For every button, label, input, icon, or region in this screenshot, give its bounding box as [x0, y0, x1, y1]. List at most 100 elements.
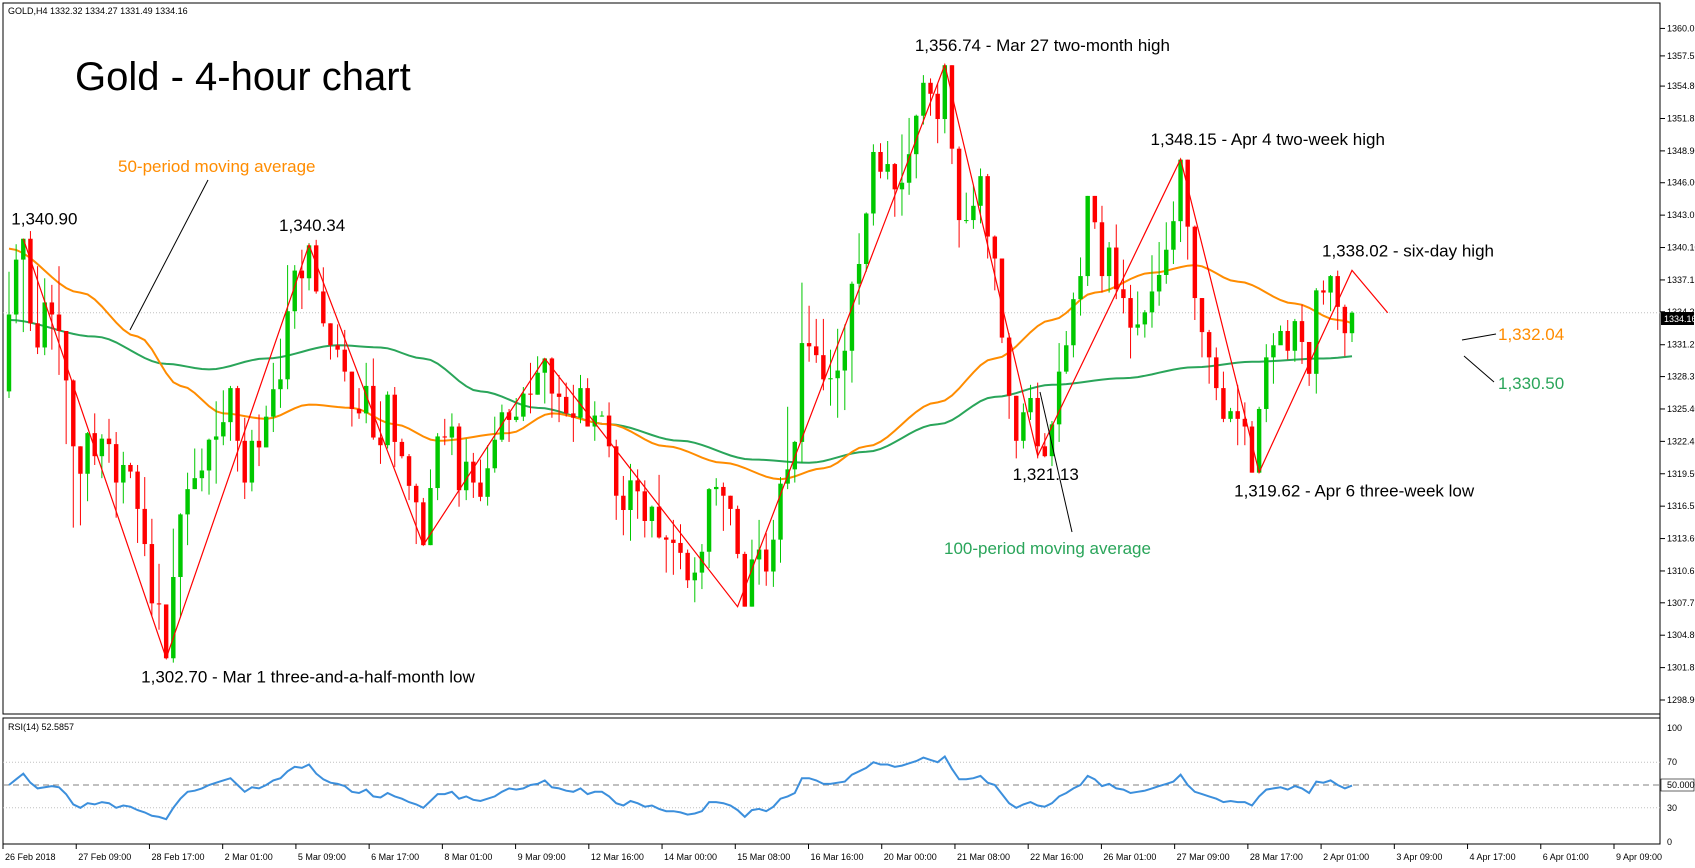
candle-body	[513, 416, 519, 420]
candle	[299, 249, 305, 310]
candle-body	[278, 379, 283, 390]
candle-body	[1192, 226, 1198, 299]
candle-body	[978, 176, 983, 206]
candle-body	[506, 412, 512, 420]
candle-body	[271, 389, 276, 417]
candle-body	[499, 412, 505, 440]
candle-body	[721, 486, 726, 496]
candle-body	[156, 603, 162, 605]
rsi-header: RSI(14) 52.5857	[8, 722, 74, 732]
candle	[871, 144, 876, 226]
candle-body	[814, 346, 819, 356]
ma50-layer	[8, 247, 1353, 481]
candle-body	[1328, 276, 1333, 293]
candle-body	[292, 270, 297, 312]
price-annotation: 1,302.70 - Mar 1 three-and-a-half-month …	[141, 667, 475, 686]
candle-body	[449, 426, 455, 438]
candle-body	[1228, 411, 1233, 419]
candle	[756, 519, 762, 585]
ma100-value-pointer	[1463, 355, 1495, 383]
candle	[1328, 274, 1333, 312]
candle	[1128, 284, 1133, 359]
candle	[135, 464, 140, 543]
candle-body	[578, 388, 583, 418]
candle-body	[399, 441, 405, 457]
candle	[406, 453, 412, 501]
candle-body	[1349, 312, 1355, 334]
candle-body	[13, 259, 19, 315]
candle-body	[1306, 341, 1312, 374]
time-tick-label: 9 Mar 09:00	[518, 852, 566, 862]
time-tick-label: 6 Mar 17:00	[371, 852, 419, 862]
candle-body	[85, 433, 90, 474]
candle	[1042, 433, 1048, 458]
candle-body	[1085, 195, 1090, 277]
candle	[456, 423, 462, 507]
candle-body	[1006, 337, 1012, 396]
chart-header: GOLD,H4 1332.32 1334.27 1331.49 1334.16	[8, 6, 188, 16]
candle	[78, 446, 83, 526]
candle-body	[492, 439, 497, 469]
candle	[192, 448, 197, 490]
candle	[1078, 257, 1083, 316]
time-tick-label: 28 Feb 17:00	[151, 852, 204, 862]
candle-body	[842, 350, 848, 371]
candle-body	[142, 508, 147, 545]
candle-body	[306, 245, 312, 279]
candle-body	[714, 486, 719, 490]
candle	[478, 459, 483, 502]
candle-body	[1292, 321, 1298, 351]
candle-body	[385, 394, 390, 446]
candle-body	[163, 604, 169, 659]
candle	[956, 146, 962, 248]
candle-body	[749, 559, 755, 607]
candle	[256, 414, 262, 467]
candle-body	[942, 65, 948, 120]
candle-body	[185, 489, 190, 515]
candle	[428, 469, 433, 546]
time-tick-label: 2 Apr 01:00	[1323, 852, 1369, 862]
candle	[142, 477, 147, 557]
candle	[199, 448, 205, 492]
candle-body	[435, 436, 440, 489]
candle-body	[471, 461, 476, 483]
candle-body	[542, 358, 547, 373]
candle	[628, 463, 633, 541]
candle	[1014, 395, 1019, 459]
ma100-name-label: 100-period moving average	[944, 539, 1151, 558]
candle-body	[1235, 411, 1240, 419]
candle-body	[421, 502, 426, 546]
candle-body	[313, 245, 319, 292]
candle-body	[621, 495, 626, 511]
price-tick-label: 1313.60	[1667, 534, 1695, 544]
time-tick-label: 6 Apr 01:00	[1543, 852, 1589, 862]
candle	[814, 318, 819, 363]
candle	[42, 278, 47, 356]
candle-body	[321, 291, 326, 324]
candle	[728, 495, 733, 526]
price-axis-ticks: 1360.05 1357.55 1354.80 1351.85 1348.90 1346.…	[1660, 23, 1695, 705]
candle-body	[1149, 291, 1155, 313]
candle-body	[1121, 289, 1126, 299]
candle-body	[556, 393, 562, 397]
candle	[942, 65, 948, 134]
price-annotation: 1,340.34	[279, 216, 345, 235]
candle	[606, 402, 612, 458]
price-annotation: 1,321.13	[1013, 465, 1079, 484]
candle-body	[1342, 306, 1348, 334]
candle-body	[849, 283, 855, 351]
candle	[435, 433, 440, 501]
price-annotation: 1,319.62 - Apr 6 three-week low	[1234, 481, 1475, 500]
candle-body	[892, 164, 898, 190]
candle	[178, 513, 183, 618]
candle-body	[1221, 388, 1226, 419]
candle-body	[1256, 408, 1262, 473]
candle-body	[1135, 324, 1140, 328]
ma50-name-label: 50-period moving average	[118, 157, 316, 176]
rsi-tick-label: 30	[1667, 803, 1677, 813]
candle	[585, 378, 590, 427]
candle	[328, 323, 333, 360]
candle-body	[56, 314, 62, 331]
candle	[806, 305, 812, 362]
candle-body	[613, 446, 619, 496]
